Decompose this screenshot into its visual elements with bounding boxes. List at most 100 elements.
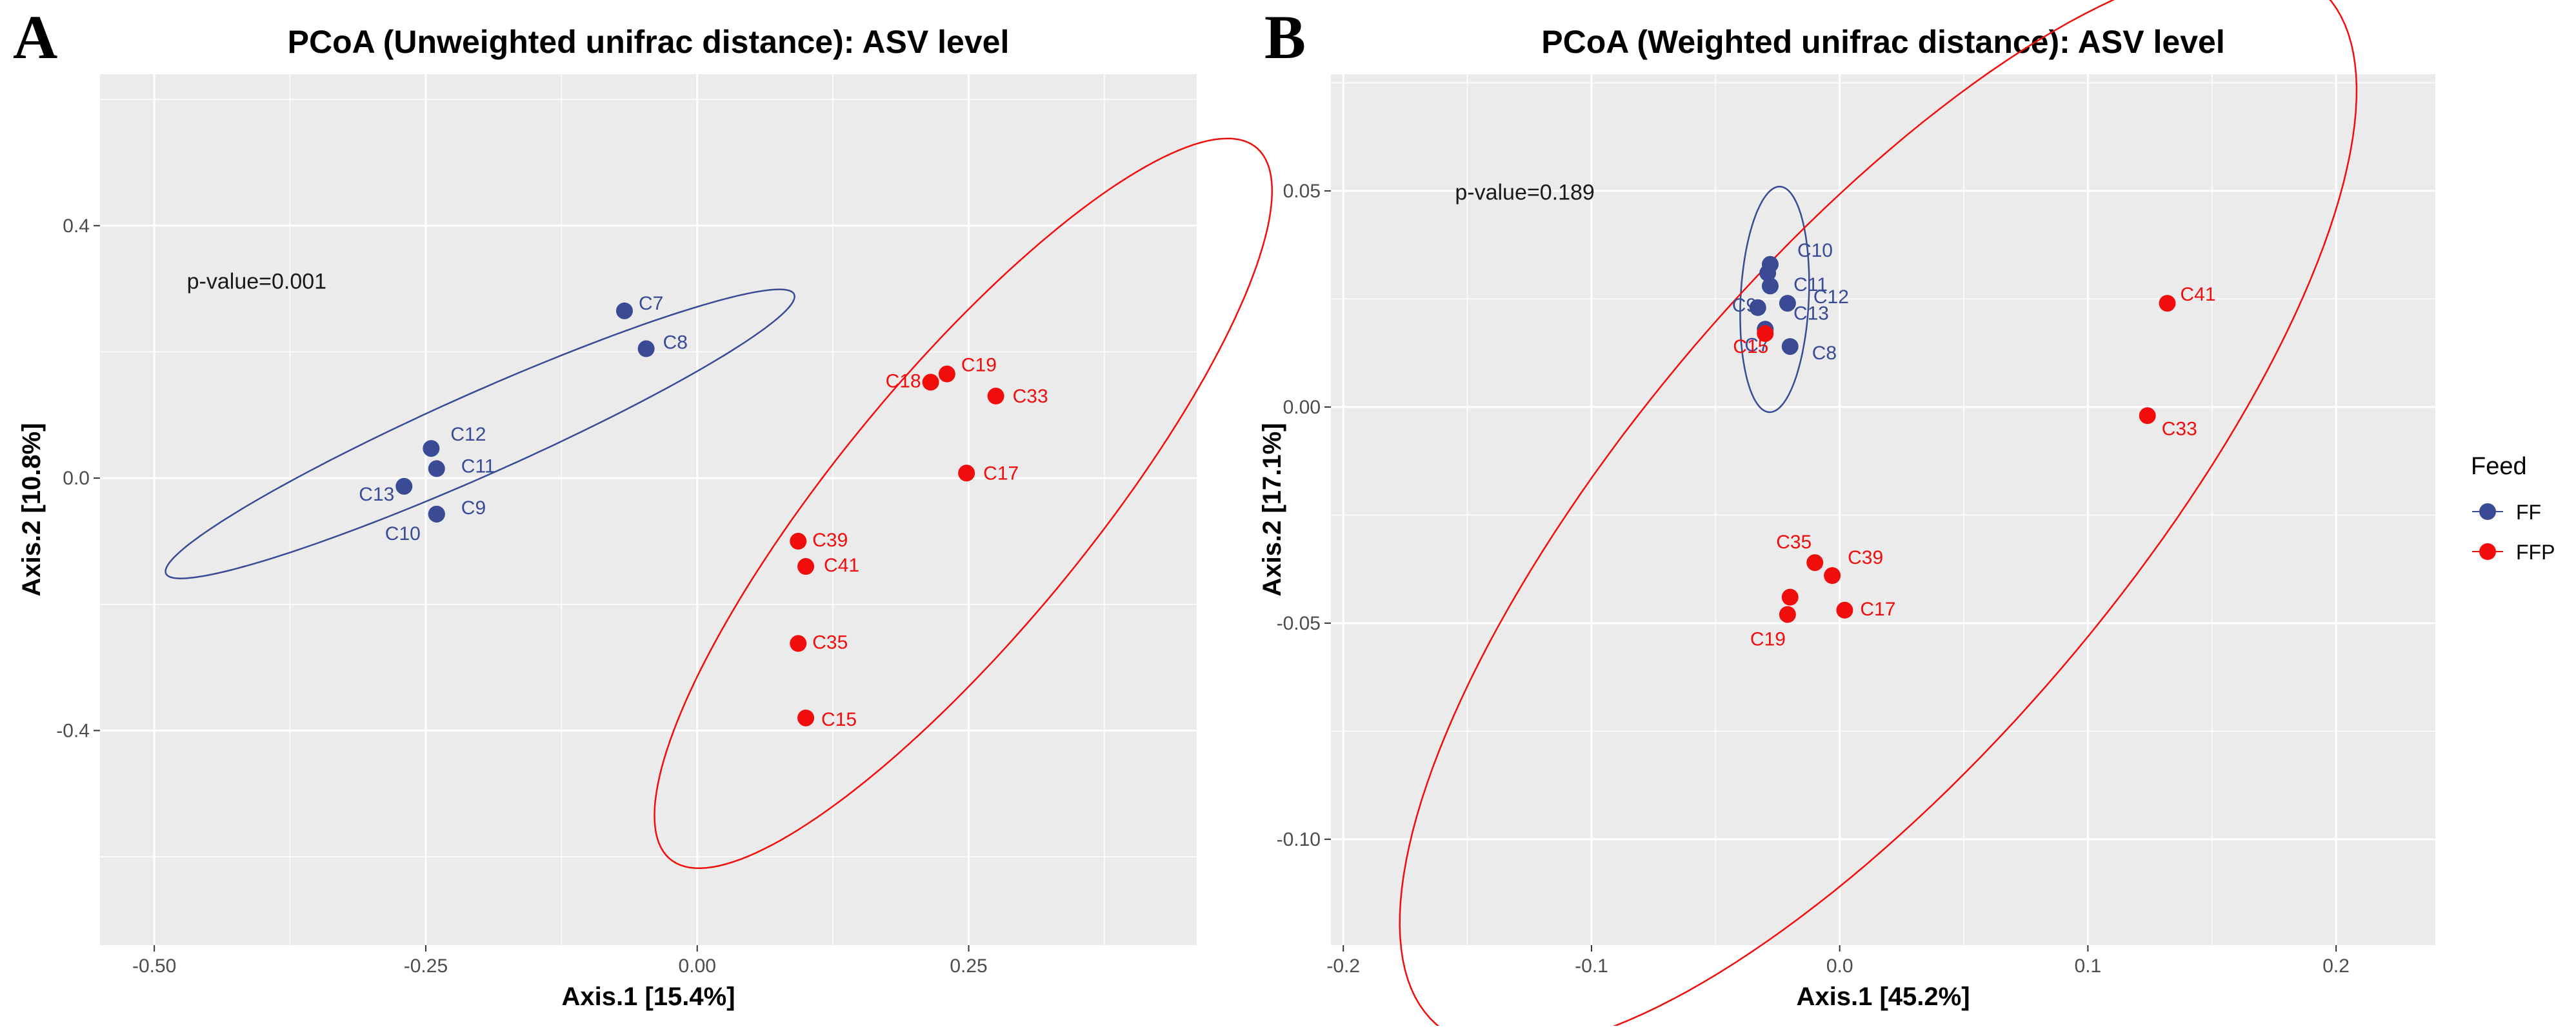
point-c41-b bbox=[2159, 295, 2176, 312]
point-label-c19-b: C19 bbox=[1750, 628, 1786, 650]
x-tick-label: 0.2 bbox=[2322, 955, 2350, 977]
plot-area-b bbox=[1331, 74, 2435, 945]
y-axis-label-b: Axis.2 [17.1%] bbox=[1258, 423, 1286, 596]
point-label-c18-a: C18 bbox=[886, 370, 921, 392]
x-tick-label: 0.25 bbox=[950, 955, 987, 977]
legend-label-ffp: FFP bbox=[2516, 541, 2555, 564]
point-c19-a bbox=[938, 365, 955, 383]
point-label-c33-a: C33 bbox=[1013, 386, 1048, 407]
point-c15-a bbox=[797, 709, 815, 726]
x-tick-label: -0.50 bbox=[132, 955, 176, 977]
x-tick-label: 0.00 bbox=[679, 955, 716, 977]
point-c7-a bbox=[615, 302, 633, 319]
x-tick-label: -0.25 bbox=[404, 955, 448, 977]
point-c17-a bbox=[958, 465, 975, 482]
x-axis-label-a: Axis.1 [15.4%] bbox=[561, 983, 735, 1011]
panel-letter-a: A bbox=[13, 3, 57, 72]
point-c9-a bbox=[428, 505, 445, 523]
x-tick-label: 0.1 bbox=[2075, 955, 2102, 977]
legend-item-ff: FF bbox=[2472, 501, 2541, 524]
y-tick-label: 0.05 bbox=[1283, 181, 1321, 202]
y-axis-label-a: Axis.2 [10.8%] bbox=[17, 423, 46, 596]
point-c41-a bbox=[797, 558, 815, 575]
point-label-c10-b: C10 bbox=[1797, 240, 1833, 261]
legend-item-ffp: FFP bbox=[2472, 541, 2555, 564]
point-label-c12-b: C12 bbox=[1813, 286, 1849, 308]
point-c33-a bbox=[987, 387, 1004, 405]
p-value-annotation-a: p-value=0.001 bbox=[187, 270, 326, 294]
point-label-c13-a: C13 bbox=[359, 484, 394, 505]
point-c13-b bbox=[1761, 277, 1779, 295]
ellipse-ff-b bbox=[1739, 185, 1810, 414]
point-label-c17-b: C17 bbox=[1860, 599, 1895, 620]
point-label-c10-a: C10 bbox=[385, 523, 421, 544]
chart-title-b: PCoA (Weighted unifrac distance): ASV le… bbox=[1541, 24, 2224, 60]
point-c35-b bbox=[1806, 554, 1824, 572]
point-label-c15-a: C15 bbox=[821, 709, 857, 730]
point-label-c39-a: C39 bbox=[812, 530, 848, 551]
point-c19-b bbox=[1779, 606, 1796, 623]
legend-marker-ff bbox=[2479, 503, 2496, 520]
ellipse-ffp-b bbox=[1399, 0, 2358, 1029]
point-c13-a bbox=[395, 477, 413, 495]
plot-area-a bbox=[100, 74, 1197, 945]
point-c39-a bbox=[790, 532, 807, 550]
x-tick-label: -0.2 bbox=[1326, 955, 1360, 977]
point-label-c11-a: C11 bbox=[461, 455, 495, 477]
ellipse-ffp-a bbox=[654, 137, 1273, 870]
point-label-c8-b: C8 bbox=[1812, 343, 1837, 364]
point-c8-b bbox=[1781, 338, 1799, 355]
y-tick-label: -0.05 bbox=[1277, 613, 1321, 634]
point-c15-b bbox=[1757, 325, 1774, 342]
point-c9-b bbox=[1749, 299, 1766, 316]
point-label-c35-a: C35 bbox=[812, 632, 848, 653]
chart-panel-a: A PCoA (Unweighted unifrac distance): ASV… bbox=[13, 3, 1273, 1011]
chart-panel-b: B PCoA (Weighted unifrac distance): ASV l… bbox=[1258, 0, 2435, 1029]
point-label-c11-b: C11 bbox=[1793, 274, 1828, 295]
point-label-c35-b: C35 bbox=[1776, 532, 1812, 553]
legend-label-ff: FF bbox=[2516, 501, 2541, 524]
point-label-c17-a: C17 bbox=[983, 463, 1019, 484]
point-c8-a bbox=[637, 340, 655, 357]
point-c17-b bbox=[1836, 601, 1853, 619]
point-c18-a bbox=[922, 374, 939, 391]
point-label-c9-b: C9 bbox=[1732, 295, 1757, 316]
point-c39-b bbox=[1824, 567, 1841, 584]
point-label-c41-a: C41 bbox=[824, 555, 859, 576]
point-c35-a bbox=[790, 635, 807, 652]
x-tick-label: 0.0 bbox=[1826, 955, 1853, 977]
point-c12-a bbox=[423, 440, 440, 457]
x-axis-label-b: Axis.1 [45.2%] bbox=[1796, 983, 1970, 1011]
point-label-c41-b: C41 bbox=[2181, 284, 2216, 305]
point-label-c9-a: C9 bbox=[461, 497, 486, 519]
point-label-c13-b: C13 bbox=[1793, 303, 1829, 324]
point-label-c12-a: C12 bbox=[450, 424, 486, 445]
chart-title-a: PCoA (Unweighted unifrac distance): ASV … bbox=[288, 24, 1010, 60]
y-tick-label: -0.4 bbox=[56, 720, 90, 741]
panel-letter-b: B bbox=[1264, 3, 1306, 72]
point-c12-b bbox=[1779, 295, 1796, 312]
point-label-c19-a: C19 bbox=[961, 355, 997, 376]
p-value-annotation-b: p-value=0.189 bbox=[1455, 180, 1594, 205]
point-label-c8-a: C8 bbox=[663, 332, 688, 354]
y-tick-label: -0.10 bbox=[1277, 829, 1321, 850]
point-label-c39-b: C39 bbox=[1848, 547, 1883, 568]
y-tick-label: 0.00 bbox=[1283, 397, 1321, 418]
ellipse-ff-a bbox=[165, 288, 795, 579]
point-c17b-b bbox=[1781, 588, 1799, 606]
legend-marker-ffp bbox=[2479, 543, 2496, 560]
point-c33-b bbox=[2139, 407, 2156, 425]
point-c11-a bbox=[428, 460, 445, 477]
point-label-c15-b: C15 bbox=[1733, 336, 1768, 357]
legend: Feed FF FFP bbox=[2471, 453, 2555, 564]
y-tick-label: 0.0 bbox=[63, 468, 90, 489]
point-label-c7-a: C7 bbox=[639, 293, 663, 314]
legend-title: Feed bbox=[2471, 453, 2527, 480]
point-c11-b bbox=[1759, 265, 1777, 282]
grid-a bbox=[100, 74, 1197, 945]
y-tick-label: 0.4 bbox=[63, 215, 90, 237]
grid-b bbox=[1331, 74, 2435, 945]
x-tick-label: -0.1 bbox=[1575, 955, 1608, 977]
